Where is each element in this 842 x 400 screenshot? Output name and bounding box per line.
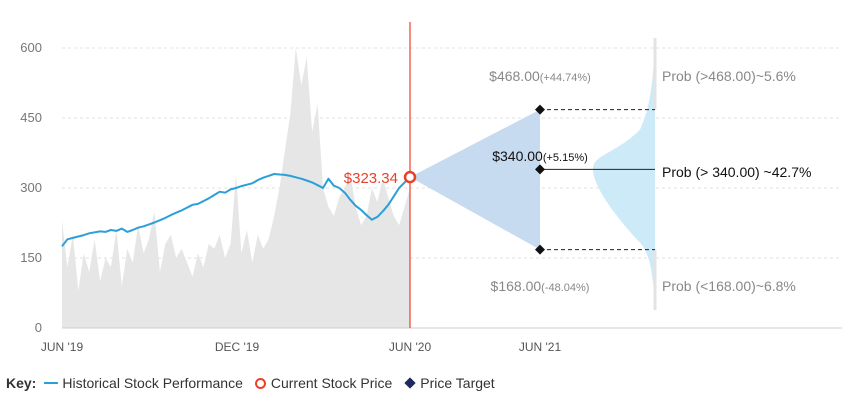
x-tick-label: JUN '21: [519, 340, 562, 354]
prob-low-label: Prob (<168.00)~6.8%: [662, 278, 796, 294]
x-tick-label: DEC '19: [215, 340, 260, 354]
probability-distribution-layer: [593, 38, 657, 310]
y-tick-label: 150: [20, 250, 42, 265]
y-tick-label: 0: [35, 320, 42, 335]
legend-label-target: Price Target: [420, 375, 495, 391]
legend-ring-swatch: [254, 377, 266, 389]
labels-layer: $323.34 $468.00(+44.74%) $340.00(+5.15%) $1…: [344, 68, 812, 294]
x-tick-label: JUN '20: [389, 340, 432, 354]
current-price-label: $323.34: [344, 170, 398, 187]
target-high-diamond: [535, 104, 545, 115]
prob-high-label: Prob (>468.00)~5.6%: [662, 68, 796, 84]
legend-label-historical: Historical Stock Performance: [62, 375, 243, 391]
legend-entry-historical: Historical Stock Performance: [44, 375, 243, 391]
target-low-diamond: [535, 244, 545, 255]
legend-entry-target: Price Target: [404, 375, 495, 391]
y-tick-label: 300: [20, 180, 42, 195]
targets-layer: [403, 104, 655, 255]
legend-entry-current: Current Stock Price: [254, 375, 393, 391]
legend-line-swatch: [44, 382, 59, 384]
target-mid-label: $340.00(+5.15%): [492, 148, 588, 164]
historical-price-line: [61, 173, 411, 247]
target-low-label: $168.00(-48.04%): [491, 278, 590, 294]
y-tick-label: 450: [20, 110, 42, 125]
legend-key-label: Key:: [6, 375, 37, 391]
prob-mid-label: Prob (> 340.00) ~42.7%: [662, 164, 811, 180]
axes: 600 450 300 150 0 JUN '19 DEC '19 JUN '20 JUN '2…: [20, 22, 842, 354]
current-price-marker: [403, 170, 417, 184]
target-mid-diamond: [535, 164, 545, 175]
forecast-cone-layer: [410, 109, 540, 250]
target-high-label: $468.00(+44.74%): [489, 68, 591, 84]
legend: Key: Historical Stock Performance Curren…: [6, 372, 507, 394]
series-layer: [61, 173, 411, 247]
forecast-cone: [410, 109, 540, 250]
x-tick-label: JUN '19: [41, 340, 84, 354]
probability-distribution: [593, 38, 655, 308]
y-tick-label: 600: [20, 40, 42, 55]
legend-diamond-swatch: [404, 377, 416, 389]
legend-label-current: Current Stock Price: [270, 375, 393, 391]
